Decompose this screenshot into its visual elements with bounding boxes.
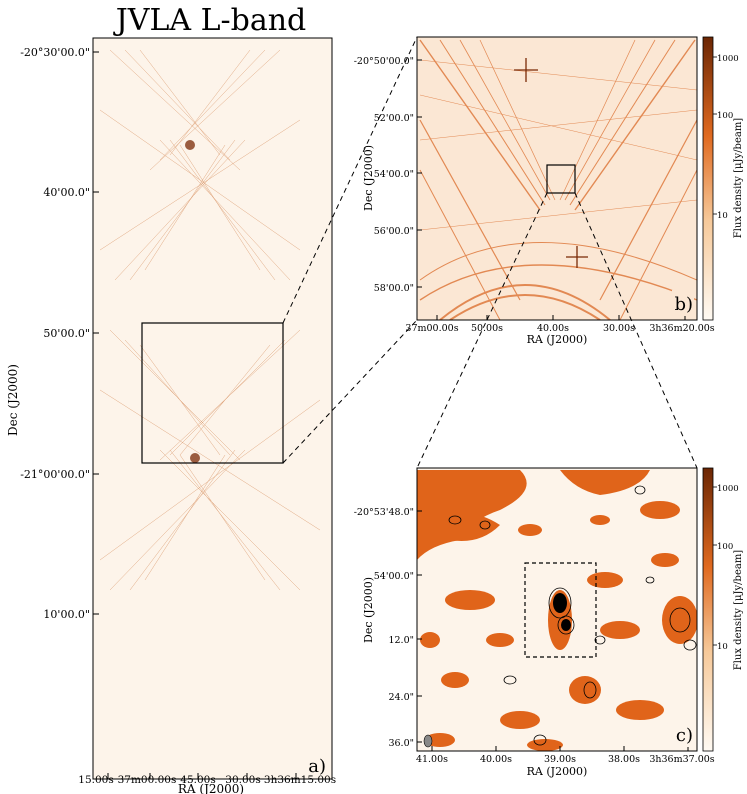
panel-b-cbtick-2: 10	[717, 211, 728, 221]
panel-b-ytick-2: 54'00.0"	[374, 169, 414, 180]
panel-b-xtick-2: 40.00s	[537, 323, 569, 334]
panel-a-frame	[92, 37, 333, 780]
panel-c-ytick-0: -20°53'48.0"	[354, 507, 414, 518]
panel-c-xtick-3: 38.00s	[608, 754, 640, 765]
panel-a-xtick-3: 30.00s	[225, 774, 260, 786]
panel-b-label-bg	[672, 290, 694, 316]
panel-a-sidelobes	[99, 49, 321, 591]
panel-b-xtick-1: 50.00s	[471, 323, 503, 334]
panel-a-xtick-4: 3h36m15.00s	[264, 774, 336, 786]
panel-b-cbtick-0: 1000	[717, 54, 739, 64]
panel-c-xtick-0: 41.00s	[416, 754, 448, 765]
panel-b-colorbar-ticks	[713, 56, 717, 215]
connector-a-to-b-top	[282, 36, 418, 324]
panel-a: -20°30'00.0" 40'00.0" 50'00.0" -21°00'00…	[6, 37, 336, 786]
panel-b-xtick-0: 37m00.00s	[405, 323, 458, 334]
panel-b-ytick-0: -20°50'00.0"	[354, 56, 414, 67]
panel-b-sidelobes	[419, 39, 697, 320]
panel-c-contours	[448, 485, 697, 746]
panel-b-star-upper	[514, 58, 538, 82]
panel-a-xlabel: RA (J2000)	[178, 782, 244, 794]
panel-b-colorbar	[702, 36, 714, 321]
panel-c-frame	[416, 467, 698, 752]
panel-c-xtick-2: 39.00s	[544, 754, 576, 765]
panel-a-label: a)	[308, 756, 326, 777]
panel-b-zoom-box	[546, 164, 576, 194]
panel-b-cbtick-1: 100	[717, 111, 733, 121]
panel-c-xticks	[431, 746, 689, 751]
panel-a-ytick-4: 10'00.0"	[43, 608, 90, 621]
panel-c-source	[553, 593, 571, 631]
panel-a-yticks	[93, 51, 99, 615]
connector-b-to-c-left	[416, 192, 548, 469]
panel-c-ylabel: Dec (J2000)	[362, 577, 375, 643]
panel-c-ytick-4: 36.0"	[388, 738, 414, 749]
panel-c-label: c)	[676, 725, 693, 746]
panel-a-xticks	[107, 773, 297, 779]
panel-b-yticks	[417, 59, 422, 288]
panel-b-xticks	[436, 315, 686, 320]
panel-c-ytick-1: 54'00.0"	[374, 571, 414, 582]
panel-b: -20°50'00.0" 52'00.0" 54'00.0" 56'00.0" …	[354, 36, 744, 346]
panel-b-ytick-1: 52'00.0"	[374, 113, 414, 124]
panel-b-ytick-3: 56'00.0"	[374, 226, 414, 237]
panel-c-cbtick-0: 1000	[717, 484, 739, 494]
panel-a-xtick-1: 37m00.00s	[118, 774, 177, 786]
panel-a-source-upper	[185, 140, 195, 150]
panel-b-image	[417, 37, 697, 320]
panel-b-xtick-4: 3h36m20.00s	[649, 323, 714, 334]
panel-b-xlabel: RA (J2000)	[527, 333, 588, 346]
panel-b-xtick-3: 30.00s	[603, 323, 635, 334]
panel-a-image	[93, 38, 332, 779]
panel-a-source-lower	[190, 453, 200, 463]
panel-c-dashed-box	[524, 562, 597, 658]
panel-a-zoom-box	[141, 322, 284, 464]
panel-c-colorbar-label: Flux density [μJy/beam]	[733, 550, 744, 671]
panel-a-ytick-1: 40'00.0"	[43, 186, 90, 199]
panel-c-emission	[417, 470, 697, 751]
panel-c-cbtick-1: 100	[717, 542, 733, 552]
connector-a-to-b-bottom	[282, 319, 418, 464]
panel-b-star-lower	[566, 246, 588, 268]
panel-c-xtick-4: 3h36m37.00s	[649, 754, 714, 765]
panel-a-ytick-2: 50'00.0"	[43, 327, 90, 340]
panel-b-ytick-4: 58'00.0"	[374, 283, 414, 294]
panel-c-xlabel: RA (J2000)	[527, 765, 588, 778]
panel-c-ytick-2: 12.0"	[388, 635, 414, 646]
panel-c-colorbar	[702, 467, 714, 752]
panel-a-ytick-0: -20°30'00.0"	[20, 46, 90, 59]
panel-a-xtick-0: 15.00s	[78, 774, 113, 786]
zoom-connectors	[282, 36, 698, 469]
panel-a-ylabel: Dec (J2000)	[6, 364, 20, 436]
panel-a-ytick-3: -21°00'00.0"	[20, 468, 90, 481]
panel-b-label: b)	[674, 294, 693, 315]
panel-b-colorbar-label: Flux density [μJy/beam]	[733, 118, 744, 239]
figure-title: JVLA L-band	[113, 3, 307, 38]
panel-b-ylabel: Dec (J2000)	[362, 145, 375, 211]
panel-c-xtick-1: 40.00s	[480, 754, 512, 765]
panel-c-label-bg	[672, 721, 694, 747]
panel-c-ytick-3: 24.0"	[388, 692, 414, 703]
panel-c-beam	[423, 734, 433, 748]
panel-c-yticks	[417, 510, 422, 743]
panel-b-frame	[416, 36, 698, 321]
panel-a-xtick-2: 45.00s	[180, 774, 215, 786]
panel-c-cbtick-2: 10	[717, 642, 728, 652]
panel-c-colorbar-ticks	[713, 486, 717, 646]
panel-c: -20°53'48.0" 54'00.0" 12.0" 24.0" 36.0" …	[354, 467, 744, 778]
